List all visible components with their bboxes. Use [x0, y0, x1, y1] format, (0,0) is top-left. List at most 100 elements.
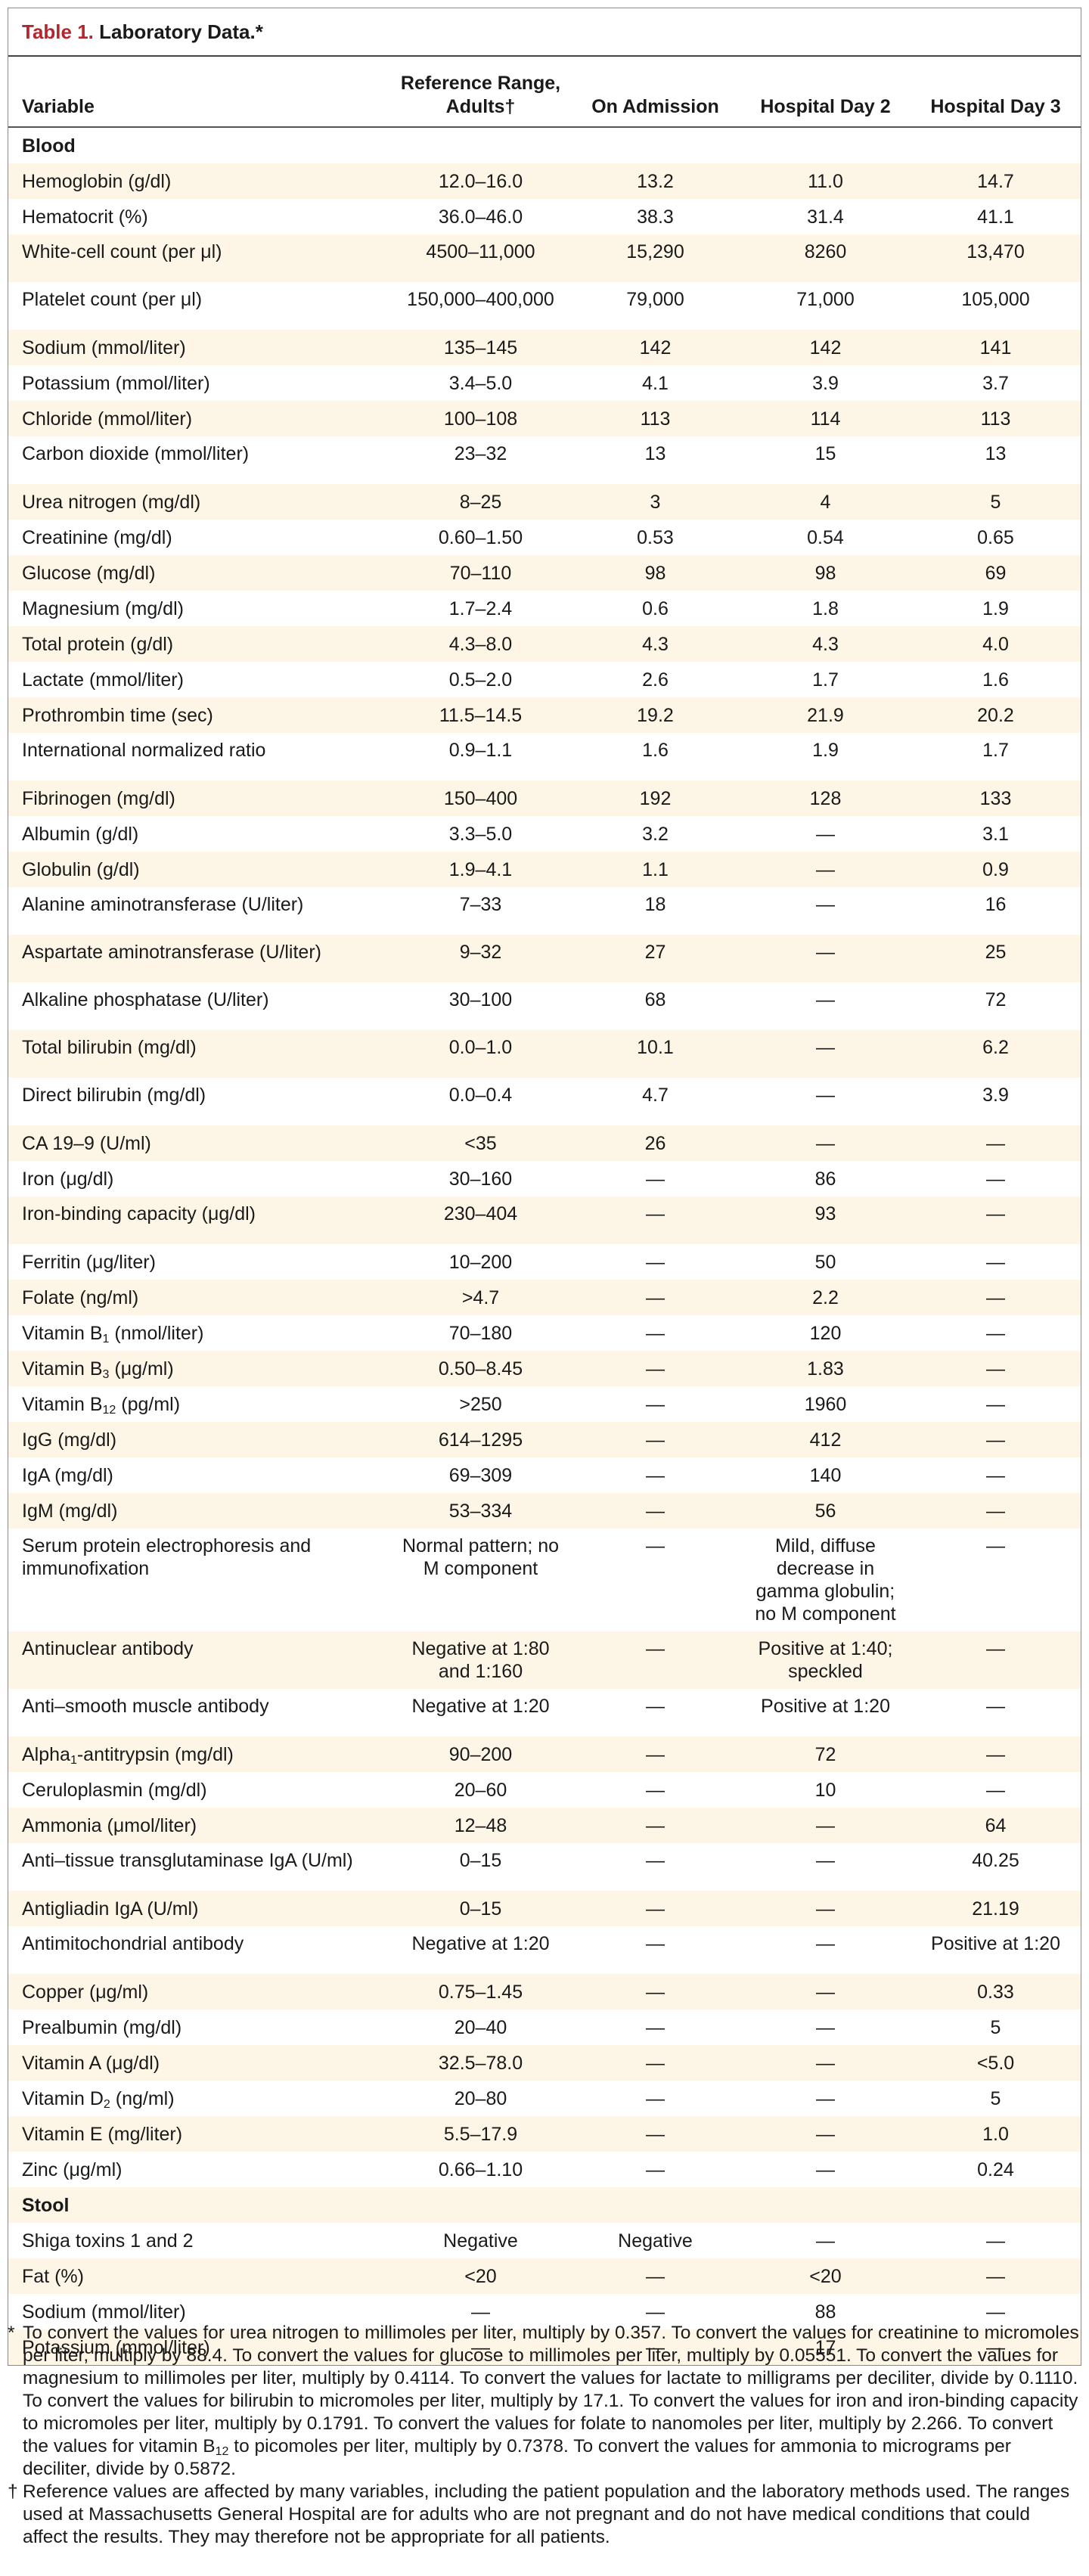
variable-name: Folate (ng/ml) [8, 1280, 391, 1315]
variable-name: Ceruloplasmin (mg/dl) [22, 1779, 207, 1801]
data-row: White-cell count (per μl) 4500–11,000 15,2… [8, 234, 1081, 282]
variable-name: Carbon dioxide (mmol/liter) [22, 443, 250, 464]
data-row: Alanine aminotransferase (U/liter) 7–33 18… [8, 887, 1081, 935]
cell-value: 0.24 [977, 2159, 1014, 2180]
cell-value: — [570, 1422, 740, 1457]
cell-value: — [986, 1322, 1005, 1344]
cell-value: 70–110 [391, 555, 570, 591]
cell-value: — [646, 2087, 665, 2109]
variable-name: IgM (mg/dl) [8, 1493, 391, 1529]
cell-value: 1.7 [812, 669, 839, 691]
cell-value: 64 [911, 1808, 1081, 1843]
subscript: 2 [103, 2097, 110, 2111]
variable-name: Alkaline phosphatase (U/liter) [22, 989, 269, 1010]
cell-value: — [570, 1351, 740, 1386]
data-row: Glucose (mg/dl) 70–110 98 98 69 [8, 555, 1081, 591]
cell-value: — [740, 1125, 911, 1161]
variable-name: Vitamin E (mg/liter) [8, 2116, 391, 2152]
cell-value: — [570, 1808, 740, 1843]
cell-value: 1.9 [812, 740, 839, 761]
variable-name: Ferritin (μg/liter) [22, 1251, 156, 1273]
text-part: To convert the values for urea nitrogen … [23, 2323, 1079, 2457]
cell-value: 142 [570, 330, 740, 365]
data-row: Anti–tissue transglutaminase IgA (U/ml) 0… [8, 1843, 1081, 1891]
cell-value: 20–40 [454, 2016, 507, 2038]
data-row: Fibrinogen (mg/dl) 150–400 192 128 133 [8, 781, 1081, 816]
variable-name: Sodium (mmol/liter) [8, 330, 391, 365]
variable-name: Anti–smooth muscle antibody [22, 1696, 269, 1717]
cell-value: 10 [814, 1779, 836, 1801]
variable-name: Platelet count (per μl) [22, 289, 203, 310]
data-row: Alpha1-antitrypsin (mg/dl) 90–200—72— [8, 1736, 1081, 1772]
cell-value: — [816, 1933, 835, 1954]
cell-value: — [570, 2045, 740, 2081]
cell-value: — [570, 1196, 740, 1244]
cell-value: Positive at 1:20 [761, 1696, 890, 1717]
cell-value: 3.4–5.0 [448, 372, 513, 394]
cell-value: — [740, 2116, 911, 2152]
cell-value: — [740, 1030, 911, 1078]
cell-value: 31.4 [807, 206, 844, 228]
cell-value: 1.1 [570, 852, 740, 887]
cell-value: — [911, 1493, 1081, 1529]
cell-value: Negative at 1:80 and 1:160 [391, 1631, 570, 1689]
footnote: * To convert the values for urea nitrogen… [8, 2322, 1080, 2481]
cell-value: 11.0 [740, 163, 911, 199]
variable-name: Ammonia (μmol/liter) [8, 1808, 391, 1843]
cell-value: 13 [985, 443, 1007, 464]
variable-name: Vitamin D2 (ng/ml) [8, 2081, 391, 2116]
cell-value: — [570, 2258, 740, 2294]
cell-value: 98 [570, 555, 740, 591]
text-part: Vitamin B [22, 1393, 103, 1415]
data-row: Lactate (mmol/liter) 0.5–2.0 2.6 1.7 1.6 [8, 662, 1081, 697]
cell-value: — [816, 2016, 835, 2038]
data-row: Total protein (g/dl) 4.3–8.0 4.3 4.3 4.0 [8, 626, 1081, 662]
cell-value: 20.2 [911, 697, 1081, 733]
variable-name: Fat (%) [8, 2258, 391, 2294]
data-row: Anti–smooth muscle antibody Negative at 1… [8, 1689, 1081, 1736]
data-row: Hematocrit (%) 36.0–46.0 38.3 31.4 41.1 [8, 199, 1081, 234]
cell-value: — [911, 2258, 1081, 2294]
cell-value: — [570, 1891, 740, 1926]
cell-value: 71,000 [796, 289, 855, 310]
cell-value: — [986, 1779, 1005, 1801]
cell-value: 0.9–1.1 [448, 740, 513, 761]
cell-value: — [816, 1850, 835, 1871]
cell-value: Mild, diffuse decrease in gamma globulin… [755, 1535, 896, 1625]
column-header: On Admission [570, 57, 740, 128]
data-row: Sodium (mmol/liter) — — 88 — [8, 2294, 1081, 2329]
cell-value: 133 [911, 781, 1081, 816]
cell-value: 5 [990, 2087, 1001, 2109]
cell-value: 100–108 [391, 401, 570, 436]
variable-name: Aspartate aminotransferase (U/liter) [8, 935, 391, 982]
text-part: Vitamin B [22, 1322, 103, 1344]
data-row: Fat (%) <20— <20— [8, 2258, 1081, 2294]
cell-value: 4.3 [740, 626, 911, 662]
cell-value: >4.7 [391, 1280, 570, 1315]
text-part: Alpha [22, 1743, 70, 1765]
cell-value: — [911, 1280, 1081, 1315]
table-label: Table 1. [22, 20, 94, 43]
subscript: 1 [70, 1753, 77, 1767]
cell-value: 19.2 [570, 697, 740, 733]
cell-value: 0.75–1.45 [391, 1974, 570, 2010]
footnote-mark: * [8, 2323, 15, 2343]
table-box: Table 1. Laboratory Data.* Variable Refer… [8, 8, 1081, 2366]
text-part: (ng/ml) [110, 2087, 175, 2109]
cell-value: 7–33 [459, 894, 502, 915]
cell-value: — [816, 1085, 835, 1106]
cell-value: 86 [814, 1168, 836, 1190]
cell-value: <20 [391, 2258, 570, 2294]
cell-value: 16 [985, 894, 1007, 915]
cell-value: 21.9 [740, 697, 911, 733]
variable-name: White-cell count (per μl) [8, 234, 391, 282]
variable-name: Total bilirubin (mg/dl) [8, 1030, 391, 1078]
cell-value: — [646, 1168, 665, 1190]
cell-value: — [570, 1974, 740, 2010]
cell-value: — [646, 1933, 665, 1954]
cell-value: — [911, 1125, 1081, 1161]
lab-table: Variable Reference Range, Adults† On Admis… [8, 57, 1081, 2365]
cell-value: 0.53 [637, 526, 674, 548]
cell-value: 15 [814, 443, 836, 464]
